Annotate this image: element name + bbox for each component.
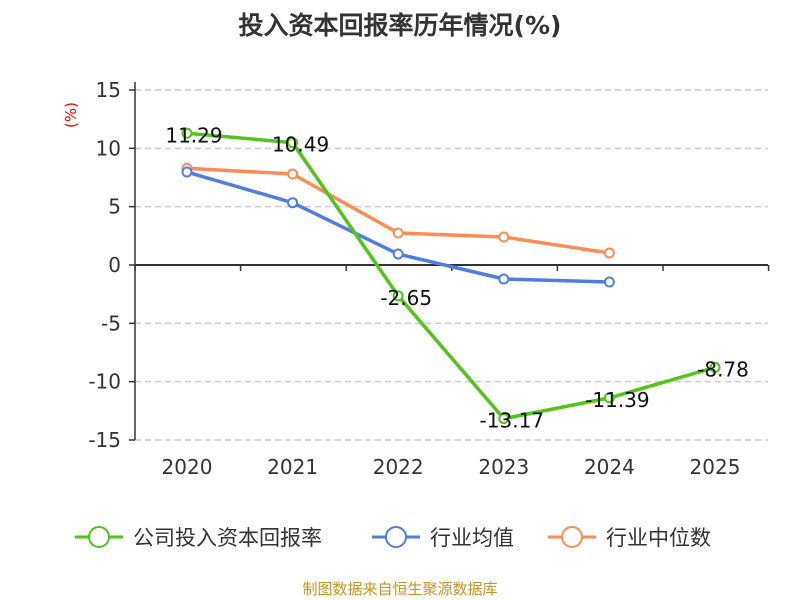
y-tick-label: 0 xyxy=(108,253,121,277)
data-label: -11.39 xyxy=(585,388,649,412)
y-tick-label: -15 xyxy=(88,428,121,452)
data-point xyxy=(392,248,404,260)
data-point xyxy=(603,276,615,288)
data-point xyxy=(392,290,404,302)
x-tick-label: 2021 xyxy=(267,455,318,479)
y-tick-label: 10 xyxy=(96,136,121,160)
legend-marker-icon xyxy=(385,526,407,548)
series-line xyxy=(186,131,716,421)
legend-label: 行业均值 xyxy=(430,526,514,550)
chart-title: 投入资本回报率历年情况(%) xyxy=(238,11,562,40)
legend-marker-icon xyxy=(561,526,583,548)
data-point xyxy=(287,168,299,180)
data-label: -8.78 xyxy=(697,357,749,381)
data-point xyxy=(181,166,193,178)
data-label: -2.65 xyxy=(380,286,432,310)
data-point xyxy=(498,273,510,285)
data-point xyxy=(181,127,193,139)
x-tick-label: 2023 xyxy=(478,455,529,479)
legend-label: 公司投入资本回报率 xyxy=(133,526,322,550)
data-point xyxy=(392,227,404,239)
y-tick-label: -5 xyxy=(101,311,121,335)
data-point xyxy=(287,197,299,209)
x-tick-label: 2022 xyxy=(373,455,424,479)
data-point xyxy=(287,137,299,149)
x-tick-label: 2020 xyxy=(162,455,213,479)
data-label: -13.17 xyxy=(480,409,544,433)
data-point xyxy=(498,231,510,243)
source-note: 制图数据来自恒生聚源数据库 xyxy=(302,580,498,598)
data-point xyxy=(603,392,615,404)
y-tick-label: -10 xyxy=(88,370,121,394)
data-point xyxy=(603,247,615,259)
y-tick-label: 15 xyxy=(96,78,121,102)
x-tick-label: 2024 xyxy=(584,455,635,479)
data-label: 11.29 xyxy=(165,123,222,147)
x-tick-label: 2025 xyxy=(690,455,741,479)
legend-label: 行业中位数 xyxy=(606,526,711,550)
data-point xyxy=(498,413,510,425)
series-line xyxy=(186,166,610,255)
legend-marker-icon xyxy=(88,526,110,548)
data-label: 10.49 xyxy=(272,133,329,157)
data-point xyxy=(709,361,721,373)
y-tick-label: 5 xyxy=(108,195,121,219)
